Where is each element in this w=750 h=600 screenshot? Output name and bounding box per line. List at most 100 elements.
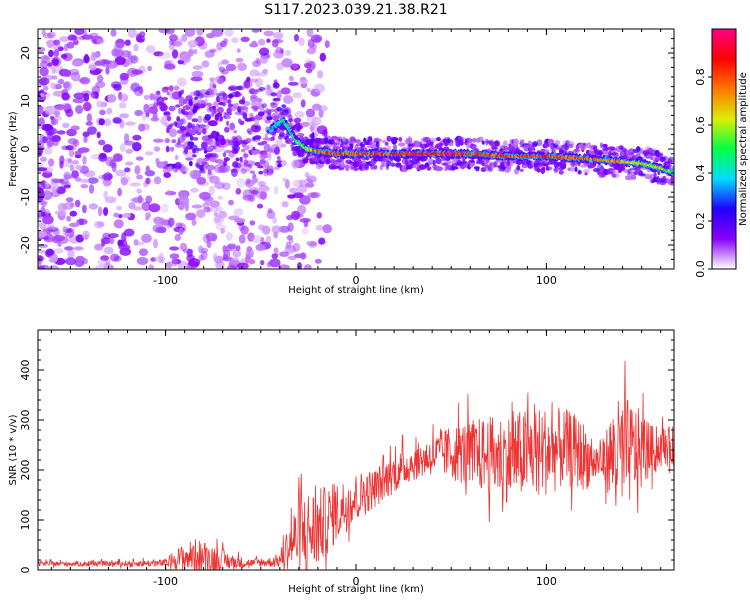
spectrogram-noise-cell [41,123,53,131]
spectrogram-halo-cell [269,137,274,142]
spectrogram-halo-cell [385,142,389,146]
spectrogram-noise-cell [103,190,108,199]
spectrogram-noise-cell [38,46,46,53]
spectrogram-halo-cell [430,137,437,143]
spectrogram-noise-cell [69,210,78,217]
spectrogram-halo-cell [247,130,253,135]
spectrogram-halo-cell [226,107,232,114]
spectrogram-halo-cell [263,109,267,114]
spectrogram-halo-cell [219,115,223,122]
spectrogram-halo-cell [659,179,667,186]
spectrogram-noise-cell [106,107,113,115]
spectrogram-noise-cell [166,189,172,196]
spectrogram-noise-cell [216,106,224,114]
x-tick-label: -100 [153,575,178,588]
spectrogram-halo-cell [608,150,612,157]
spectrogram-noise-cell [304,171,310,179]
spectrogram-noise-cell [72,160,79,165]
spectrogram-noise-cell [217,166,228,173]
spectrogram-noise-cell [292,92,303,99]
spectrogram-halo-cell [175,104,181,108]
spectrogram-noise-cell [73,246,84,251]
spectrogram-noise-cell [190,187,199,193]
x-tick-label: 100 [536,274,557,287]
spectrogram-halo-cell [226,120,230,126]
spectrogram-noise-cell [38,77,50,86]
spectrogram-noise-cell [227,243,237,250]
spectrogram-noise-cell [159,52,171,60]
spectrogram-halo-cell [309,138,317,144]
spectrogram-noise-cell [300,99,306,108]
spectrogram-noise-cell [318,109,324,118]
spectrogram-noise-cell [179,166,189,173]
spectrogram-noise-cell [262,68,268,74]
spectrogram-noise-cell [154,256,166,262]
spectrogram-noise-cell [102,144,113,153]
spectrogram-noise-cell [324,40,330,48]
snr-frame [37,329,675,571]
spectrogram-noise-cell [160,116,168,126]
spectrogram-noise-cell [97,258,108,266]
spectrogram-noise-cell [39,92,45,98]
spectrogram-halo-cell [192,154,197,158]
spectrogram-halo-cell [398,137,403,142]
spectrogram-noise-cell [267,208,273,214]
spectrogram-halo-cell [536,139,543,147]
spectrogram-noise-cell [247,232,255,242]
spectrogram-halo-cell [447,137,451,144]
spectrogram-noise-cell [214,164,225,174]
spectrogram-halo-cell [206,146,213,151]
spectrogram-halo-cell [533,143,538,147]
spectrogram-noise-cell [109,236,115,245]
spectrogram-halo-cell [227,103,234,108]
spectrogram-halo-cell [277,163,282,168]
spectrogram-halo-cell [188,160,193,167]
spectrogram-noise-cell [177,52,189,62]
spectrogram-noise-cell [265,235,272,245]
spectrogram-noise-cell [263,30,275,37]
spectrogram-halo-cell [258,87,266,91]
spectrogram-noise-cell [143,103,150,113]
spectrogram-noise-cell [82,155,87,165]
spectrogram-noise-cell [125,161,134,166]
spectrogram-halo-cell [380,160,385,168]
spectrogram-noise-cell [82,29,88,36]
spectrogram-noise-cell [113,212,120,218]
spectrogram-halo-cell [583,168,590,174]
spectrogram-noise-cell [233,208,244,217]
spectrogram-noise-cell [71,60,83,67]
spectrogram-noise-cell [163,172,172,179]
spectrogram-noise-cell [123,228,135,237]
spectrogram-noise-cell [95,265,108,269]
spectrogram-noise-cell [255,243,266,251]
spectrogram-halo-cell [272,97,281,102]
spectrogram-noise-cell [65,108,74,118]
spectrogram-noise-cell [38,230,47,238]
spectrogram-halo-cell [230,168,237,173]
spectrogram-noise-cell [251,29,261,33]
spectrogram-noise-cell [118,91,123,101]
spectrogram-noise-cell [47,31,56,39]
spectrogram-noise-cell [108,233,119,239]
spectrogram-halo-cell [280,130,285,134]
spectrogram-halo-cell [197,99,206,105]
spectrogram-halo-cell [536,168,541,173]
spectrogram-noise-cell [259,159,266,165]
spectrogram-noise-cell [115,38,125,49]
spectrogram-noise-cell [98,153,108,162]
spectrogram-noise-cell [193,48,198,55]
spectrogram-noise-cell [267,151,272,161]
spectrogram-halo-cell [241,96,245,103]
snr-panel: -100 0 100 0 100 200 300 400 Height of straight… [8,329,675,595]
spectrogram-noise-cell [198,245,204,254]
spectrogram-noise-cell [182,54,191,62]
spectrogram-halo-cell [263,168,269,174]
spectrogram-noise-cell [70,72,81,82]
spectrogram-noise-cell [75,255,85,263]
spectrogram-noise-cell [147,65,153,72]
spectrogram-noise-cell [304,178,314,184]
spectrogram-noise-cell [289,75,294,82]
spectrogram-halo-cell [185,157,193,161]
spectrogram-noise-cell [298,179,306,188]
spectrogram-noise-cell [52,90,65,97]
